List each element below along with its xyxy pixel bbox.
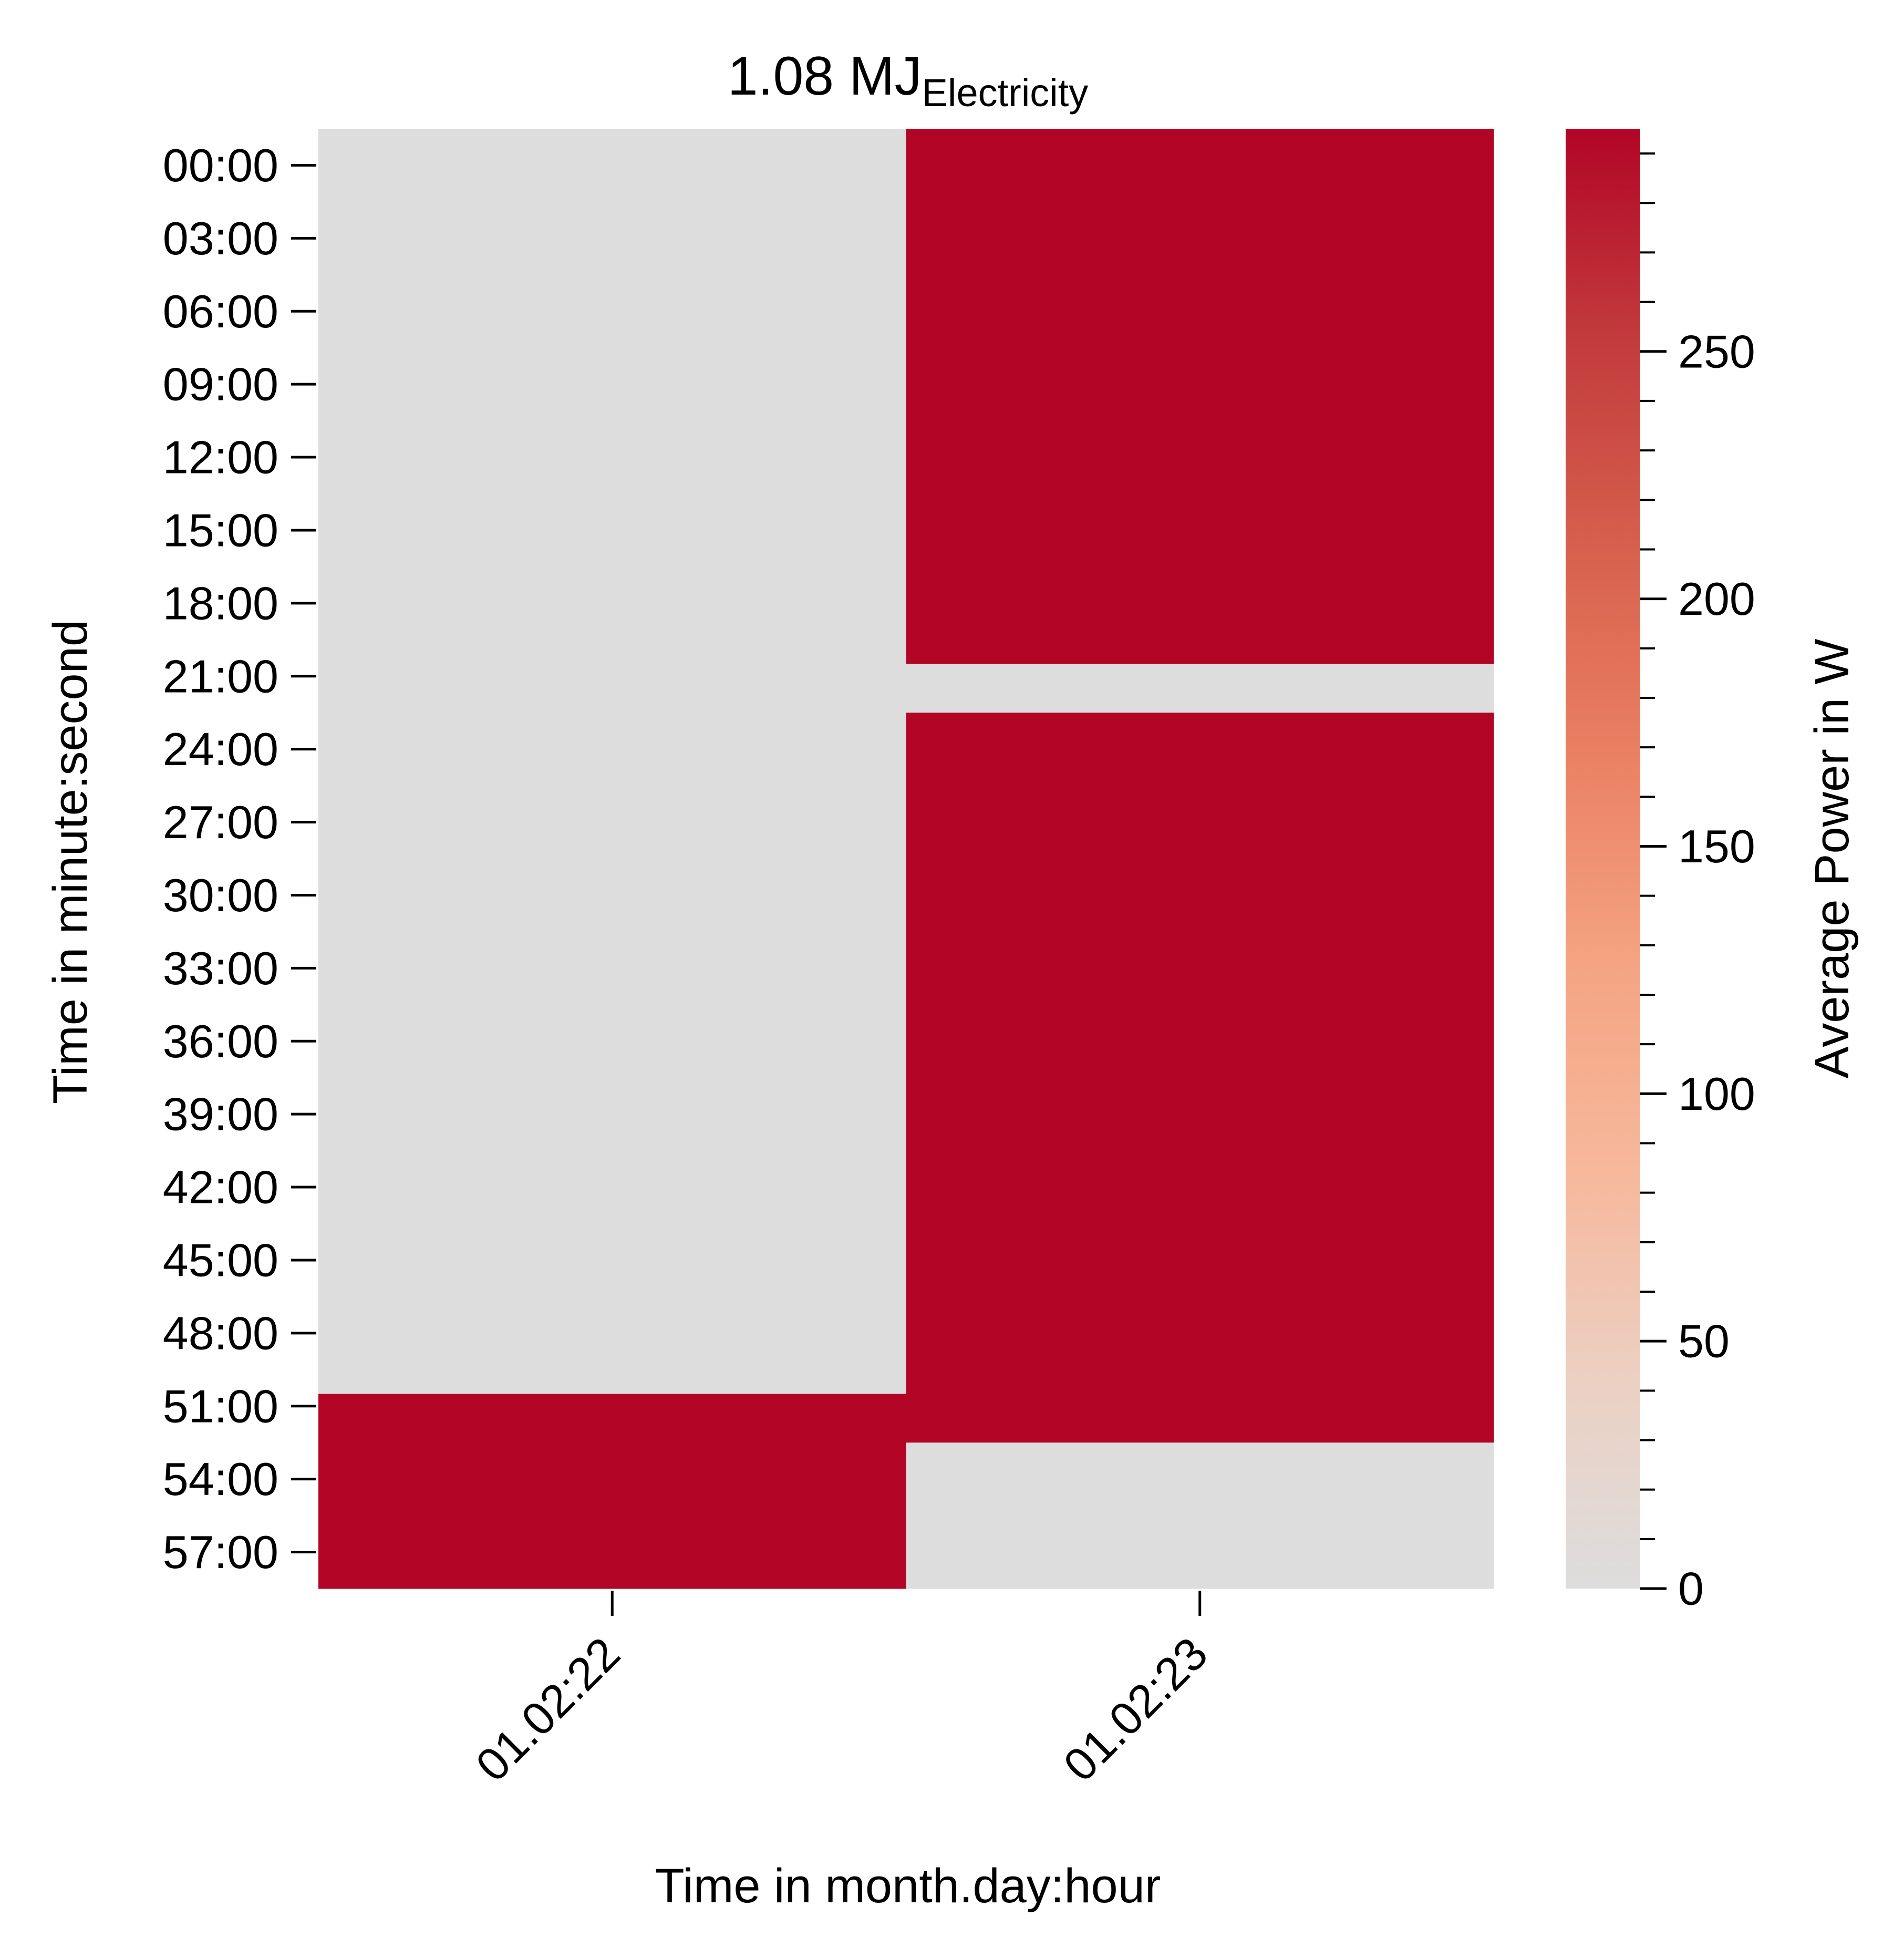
y-tick-label: 00:00: [163, 139, 278, 191]
colorbar-tick-label: 200: [1678, 573, 1755, 625]
y-tick-label: 03:00: [163, 212, 278, 264]
x-tick-label: 01.02:22: [465, 1627, 629, 1791]
heatmap-cells: [318, 129, 1494, 1589]
y-axis: 00:00 03:00 06:00 09:00 12:00 15:00 18:00 21:00…: [163, 139, 316, 1578]
x-axis-title: Time in month.day:hour: [655, 1859, 1161, 1913]
y-tick-label: 54:00: [163, 1453, 278, 1505]
y-tick-label: 27:00: [163, 796, 278, 848]
colorbar-title: Average Power in W: [1805, 638, 1859, 1078]
x-axis: 01.02:22 01.02:23: [465, 1591, 1217, 1791]
y-tick-label: 30:00: [163, 869, 278, 921]
colorbar-tick-label: 50: [1678, 1315, 1730, 1367]
y-tick-label: 36:00: [163, 1015, 278, 1067]
colorbar-scale: [1566, 129, 1640, 1589]
y-tick-label: 24:00: [163, 723, 278, 775]
y-tick-label: 45:00: [163, 1234, 278, 1286]
heatmap-cell: [906, 664, 1494, 713]
y-tick-label: 33:00: [163, 942, 278, 994]
x-tick-label: 01.02:23: [1053, 1627, 1217, 1791]
colorbar-tick-label: 150: [1678, 820, 1755, 872]
heatmap-cell: [318, 129, 906, 1395]
heatmap-cell: [906, 129, 1494, 665]
y-tick-label: 15:00: [163, 504, 278, 556]
y-tick-label: 48:00: [163, 1307, 278, 1359]
y-tick-label: 12:00: [163, 431, 278, 483]
colorbar: 0 50 100 150 200 250: [1566, 129, 1755, 1615]
y-tick-label: 21:00: [163, 650, 278, 702]
y-tick-label: 57:00: [163, 1526, 278, 1578]
colorbar-tick-label: 0: [1678, 1563, 1704, 1615]
y-tick-label: 39:00: [163, 1088, 278, 1140]
y-tick-label: 42:00: [163, 1161, 278, 1213]
colorbar-tick-label: 250: [1678, 325, 1755, 377]
colorbar-tick-label: 100: [1678, 1068, 1755, 1120]
y-tick-label: 51:00: [163, 1380, 278, 1432]
y-tick-label: 18:00: [163, 577, 278, 629]
heatmap-cell: [318, 1394, 906, 1589]
heatmap-cell: [906, 1442, 1494, 1589]
y-tick-label: 06:00: [163, 285, 278, 337]
chart-title: 1.08 MJElectricity: [728, 46, 1089, 115]
heatmap-cell: [906, 713, 1494, 1443]
y-axis-title: Time in minute:second: [44, 620, 97, 1104]
y-tick-label: 09:00: [163, 358, 278, 410]
